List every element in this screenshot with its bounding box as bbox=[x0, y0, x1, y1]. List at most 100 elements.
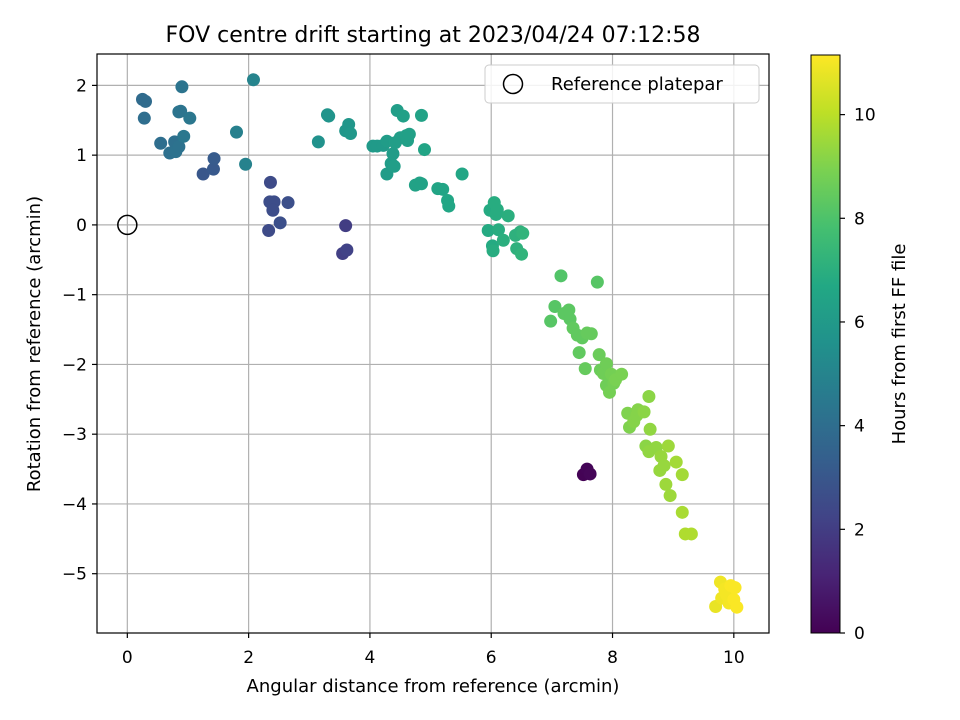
y-tick-label: 0 bbox=[76, 216, 87, 236]
data-point bbox=[578, 362, 592, 376]
data-point bbox=[262, 223, 276, 237]
data-point bbox=[414, 177, 428, 191]
data-point bbox=[643, 422, 657, 436]
data-point bbox=[239, 157, 253, 171]
x-tick-label: 6 bbox=[486, 648, 497, 668]
grid-lines bbox=[97, 54, 769, 633]
data-point bbox=[642, 390, 656, 404]
legend-marker-icon bbox=[502, 73, 524, 95]
x-tick-label: 2 bbox=[243, 648, 254, 668]
data-point bbox=[183, 111, 197, 125]
data-point bbox=[730, 600, 744, 614]
data-point bbox=[548, 300, 562, 314]
data-point bbox=[590, 275, 604, 289]
colorbar-tick-label: 10 bbox=[854, 106, 876, 126]
data-point bbox=[322, 109, 336, 123]
data-point bbox=[436, 182, 450, 196]
y-tick-label: 2 bbox=[76, 76, 87, 96]
colorbar-label: Hours from first FF file bbox=[889, 244, 910, 445]
y-axis-label: Rotation from reference (arcmin) bbox=[24, 196, 45, 492]
colorbar-tick-label: 8 bbox=[854, 209, 865, 229]
data-point bbox=[175, 80, 189, 94]
y-tick-label: −3 bbox=[62, 425, 87, 445]
data-point bbox=[207, 152, 221, 166]
data-point bbox=[496, 233, 510, 247]
data-point bbox=[657, 459, 671, 473]
data-point bbox=[172, 140, 186, 154]
data-point bbox=[344, 127, 358, 141]
x-tick-label: 0 bbox=[122, 648, 133, 668]
data-point bbox=[196, 167, 210, 181]
data-point bbox=[492, 223, 506, 237]
data-point bbox=[139, 94, 153, 108]
data-point bbox=[442, 199, 456, 213]
data-point bbox=[669, 455, 683, 469]
data-point bbox=[266, 203, 280, 217]
data-point bbox=[137, 111, 151, 125]
data-point bbox=[554, 269, 568, 283]
legend-label: Reference platepar bbox=[551, 74, 723, 95]
data-point bbox=[663, 489, 677, 503]
data-point bbox=[599, 357, 613, 371]
data-point bbox=[387, 159, 401, 173]
colorbar-ticks: 0 2 4 6 8 10 bbox=[840, 106, 876, 644]
colorbar-tick-label: 2 bbox=[854, 520, 865, 540]
y-tick-label: −5 bbox=[62, 565, 87, 585]
data-point bbox=[486, 244, 500, 258]
data-point bbox=[490, 203, 504, 217]
colorbar-tick-label: 6 bbox=[854, 313, 865, 333]
data-point bbox=[481, 223, 495, 237]
colorbar-tick-label: 4 bbox=[854, 417, 865, 437]
data-point bbox=[206, 162, 220, 176]
y-axis-ticks: −5 −4 −3 −2 −1 0 1 2 bbox=[62, 76, 97, 585]
data-point bbox=[501, 209, 515, 223]
x-tick-label: 10 bbox=[723, 648, 745, 668]
colorbar: 0 2 4 6 8 10 Hours from first FF file bbox=[810, 54, 910, 644]
data-point bbox=[584, 327, 598, 341]
data-point bbox=[728, 581, 742, 595]
data-point bbox=[675, 468, 689, 482]
y-tick-label: 1 bbox=[76, 146, 87, 166]
data-point bbox=[572, 346, 586, 360]
data-point bbox=[402, 127, 416, 141]
data-point bbox=[516, 226, 530, 240]
data-point bbox=[418, 143, 432, 157]
data-point bbox=[273, 216, 287, 230]
data-point bbox=[637, 405, 651, 419]
x-axis-label: Angular distance from reference (arcmin) bbox=[247, 676, 620, 697]
x-tick-label: 8 bbox=[607, 648, 618, 668]
data-point bbox=[154, 136, 168, 150]
y-tick-label: −4 bbox=[62, 495, 87, 515]
data-point bbox=[615, 367, 629, 381]
data-points bbox=[135, 73, 744, 614]
data-point bbox=[229, 125, 243, 139]
data-point bbox=[339, 219, 353, 233]
data-point bbox=[246, 73, 260, 87]
data-point bbox=[544, 314, 558, 328]
legend: Reference platepar bbox=[484, 64, 760, 104]
plot-frame bbox=[96, 53, 770, 634]
data-point bbox=[396, 109, 410, 123]
x-axis-ticks: 0 2 4 6 8 10 bbox=[122, 633, 745, 668]
reference-marker-layer bbox=[117, 214, 138, 236]
data-point bbox=[659, 477, 673, 491]
data-point bbox=[684, 527, 698, 541]
data-point bbox=[661, 439, 675, 453]
data-point bbox=[455, 167, 469, 181]
data-point bbox=[340, 243, 354, 257]
data-point bbox=[583, 467, 597, 481]
data-point bbox=[515, 247, 529, 261]
data-point bbox=[281, 196, 295, 210]
y-tick-label: −2 bbox=[62, 355, 87, 375]
data-point bbox=[174, 104, 188, 118]
colorbar-gradient bbox=[810, 54, 841, 634]
data-point bbox=[592, 348, 606, 362]
x-tick-label: 4 bbox=[365, 648, 376, 668]
data-point bbox=[263, 175, 277, 189]
data-point bbox=[414, 108, 428, 122]
chart-title: FOV centre drift starting at 2023/04/24 … bbox=[166, 23, 701, 48]
y-tick-label: −1 bbox=[62, 286, 87, 306]
data-point bbox=[311, 135, 325, 149]
reference-platepar-marker bbox=[117, 214, 138, 236]
